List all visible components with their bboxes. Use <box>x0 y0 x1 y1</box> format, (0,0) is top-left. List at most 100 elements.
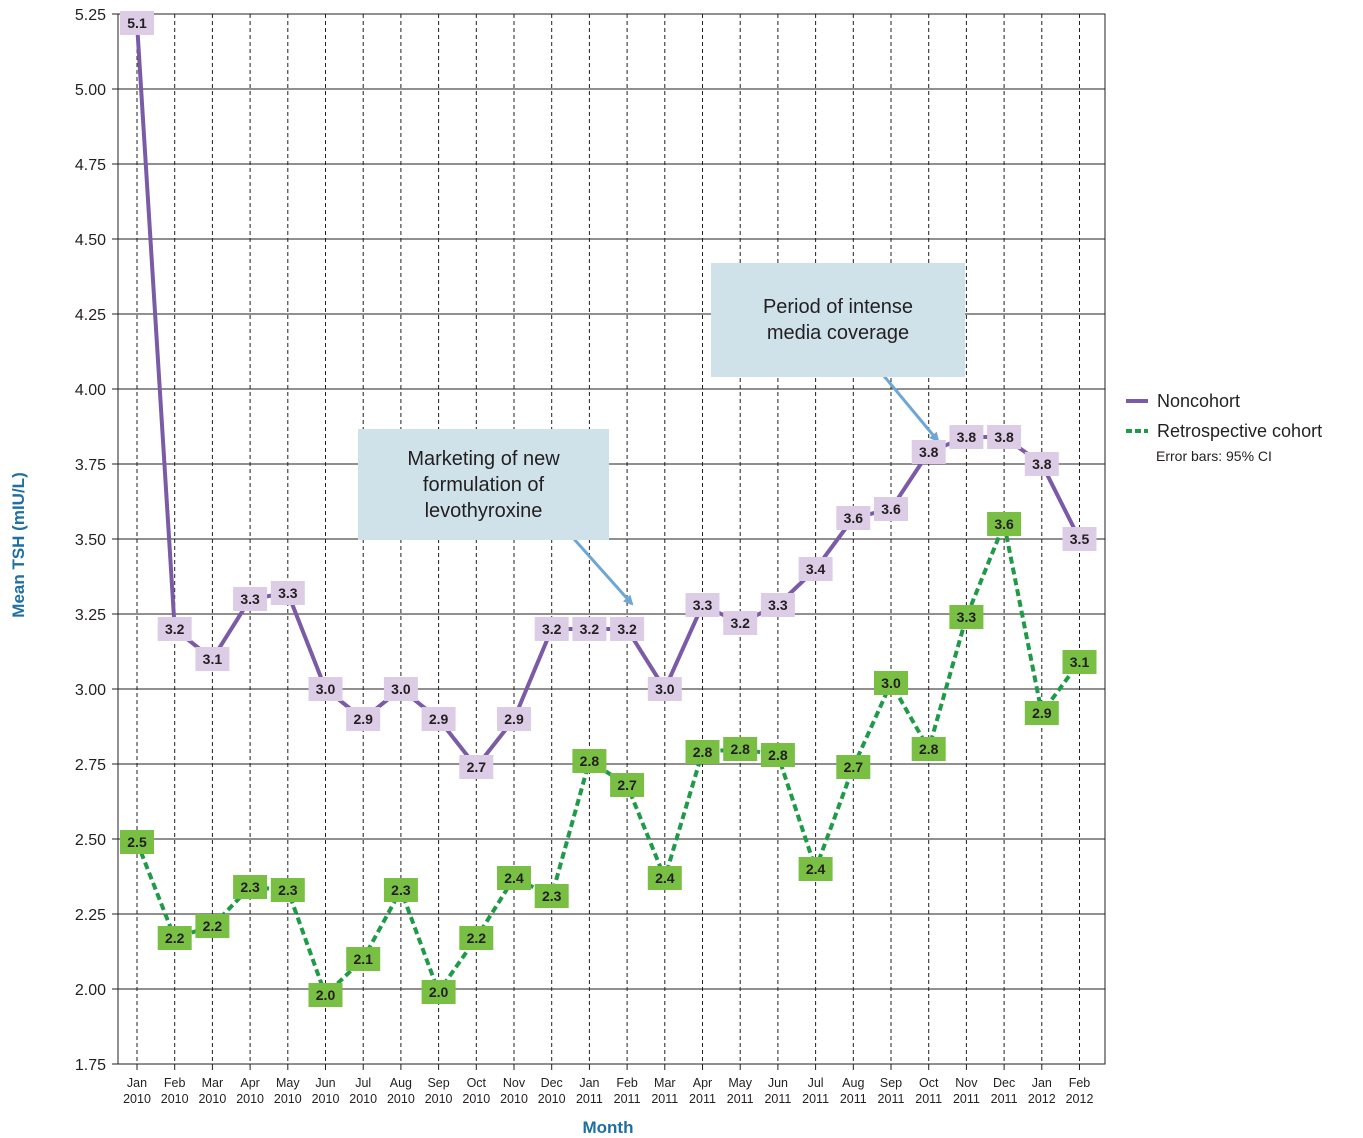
x-tick-label-month: Apr <box>240 1076 259 1090</box>
x-tick-label-year: 2010 <box>349 1092 377 1106</box>
data-label-text: 3.6 <box>844 510 864 526</box>
data-label-text: 2.8 <box>580 753 600 769</box>
x-tick-label-month: Aug <box>842 1076 864 1090</box>
x-axis: Jan 2010 Feb 2010 Mar 2010 Apr 2010 May 2010 Jun 20… <box>123 1064 1093 1106</box>
data-label-text: 3.2 <box>617 621 637 637</box>
data-label-text: 2.1 <box>353 951 373 967</box>
x-tick-label-month: Apr <box>693 1076 712 1090</box>
data-label-bg <box>723 737 758 761</box>
data-label: 2.2 <box>195 914 230 938</box>
data-label: 3.4 <box>798 557 833 581</box>
x-tick-label-year: 2011 <box>878 1092 905 1106</box>
data-label-bg <box>308 983 343 1007</box>
x-tick-label-year: 2010 <box>274 1092 302 1106</box>
data-label-text: 3.1 <box>203 651 223 667</box>
data-label: 3.2 <box>534 617 569 641</box>
y-tick-label: 2.00 <box>75 982 106 999</box>
x-tick-label-month: Jul <box>808 1076 824 1090</box>
data-label: 2.7 <box>836 755 871 779</box>
data-label-bg <box>1024 452 1059 476</box>
x-tick-label-year: 2010 <box>198 1092 226 1106</box>
x-tick-label-month: Feb <box>1069 1076 1091 1090</box>
data-label-bg <box>572 617 607 641</box>
y-tick-label: 3.25 <box>75 607 106 624</box>
x-tick-label-month: May <box>276 1076 300 1090</box>
data-label: 2.3 <box>534 884 569 908</box>
x-tick-label-year: 2011 <box>689 1092 716 1106</box>
data-label-text: 3.2 <box>165 621 185 637</box>
legend: Noncohort Retrospective cohort Error bar… <box>1126 386 1322 464</box>
x-tick-label-year: 2010 <box>425 1092 453 1106</box>
data-label-bg <box>610 617 645 641</box>
x-tick-label-month: Jun <box>768 1076 788 1090</box>
data-label-text: 3.5 <box>1070 531 1090 547</box>
data-label-text: 3.3 <box>957 609 977 625</box>
data-label: 3.3 <box>760 593 795 617</box>
data-label: 3.8 <box>1024 452 1059 476</box>
data-label-text: 2.3 <box>391 882 411 898</box>
y-tick-label: 3.75 <box>75 457 106 474</box>
grid <box>117 13 1106 1065</box>
data-label: 2.1 <box>346 947 381 971</box>
data-label: 3.3 <box>270 581 305 605</box>
data-label-bg <box>195 647 230 671</box>
data-label-text: 3.3 <box>240 591 260 607</box>
legend-swatch-retrospective <box>1126 429 1148 433</box>
data-label: 2.9 <box>497 707 531 731</box>
x-tick-label-year: 2011 <box>576 1092 603 1106</box>
x-tick-label-year: 2011 <box>953 1092 980 1106</box>
data-label-bg <box>346 707 381 731</box>
data-label-bg <box>383 878 418 902</box>
x-tick-label-year: 2012 <box>1066 1092 1094 1106</box>
x-tick-label-year: 2010 <box>236 1092 264 1106</box>
data-label-bg <box>798 857 833 881</box>
data-label-text: 2.8 <box>768 747 788 763</box>
x-tick-label-month: May <box>728 1076 752 1090</box>
x-tick-label-month: Mar <box>654 1076 676 1090</box>
x-tick-label-month: Jan <box>579 1076 599 1090</box>
data-label-text: 3.6 <box>994 516 1014 532</box>
media-coverage-annotation: Period of intense media coverage <box>711 263 965 377</box>
x-tick-label-month: Sep <box>880 1076 902 1090</box>
data-label-text: 2.9 <box>429 711 449 727</box>
data-label-bg <box>459 755 494 779</box>
x-tick-label-year: 2011 <box>802 1092 829 1106</box>
x-tick-label-year: 2010 <box>161 1092 189 1106</box>
y-tick-label: 4.50 <box>75 232 106 249</box>
data-label-text: 2.7 <box>467 759 487 775</box>
data-label: 3.0 <box>383 677 418 701</box>
data-label: 2.2 <box>157 926 192 950</box>
data-label-text: 5.1 <box>127 15 147 31</box>
data-label-text: 2.7 <box>617 777 637 793</box>
data-label-bg <box>987 425 1022 449</box>
data-label-text: 2.4 <box>504 870 524 886</box>
data-label: 3.6 <box>987 512 1022 536</box>
legend-item-noncohort: Noncohort <box>1126 386 1322 416</box>
data-label-text: 2.9 <box>353 711 373 727</box>
data-label: 2.4 <box>798 857 833 881</box>
data-label-text: 3.0 <box>316 681 336 697</box>
data-label-bg <box>534 884 569 908</box>
data-label: 3.2 <box>723 611 758 635</box>
data-label: 2.2 <box>459 926 494 950</box>
data-label-text: 2.9 <box>504 711 524 727</box>
data-label-bg <box>120 830 154 854</box>
data-label-text: 2.2 <box>203 918 223 934</box>
data-label-bg <box>346 947 381 971</box>
data-label: 3.8 <box>987 425 1022 449</box>
data-label-bg <box>911 440 946 464</box>
data-label-bg <box>497 866 531 890</box>
data-label: 2.0 <box>421 980 456 1004</box>
data-label: 3.1 <box>1062 650 1097 674</box>
data-label: 3.1 <box>195 647 230 671</box>
data-label: 3.5 <box>1062 527 1097 551</box>
data-label-bg <box>1062 650 1097 674</box>
data-label: 2.8 <box>911 737 946 761</box>
data-label: 2.3 <box>233 875 268 899</box>
data-label-text: 3.0 <box>391 681 411 697</box>
data-label-bg <box>949 605 984 629</box>
data-label-text: 2.0 <box>429 984 449 1000</box>
data-label-text: 3.8 <box>919 444 939 460</box>
data-label-bg <box>874 671 908 695</box>
